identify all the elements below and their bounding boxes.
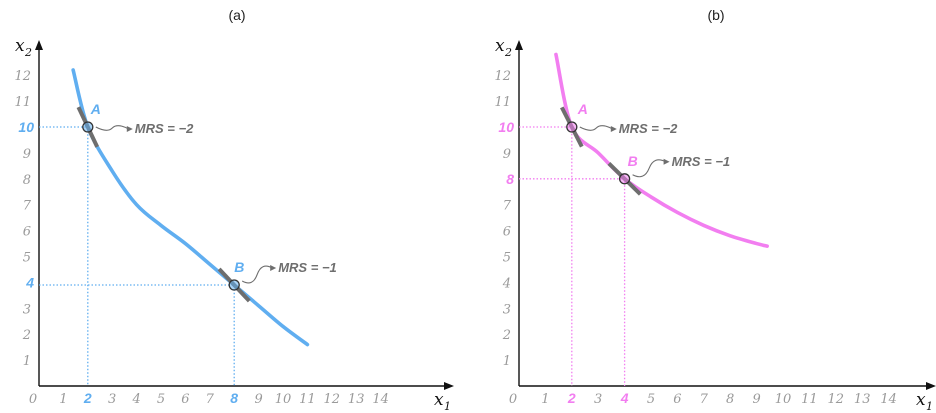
y-tick-label: 5 xyxy=(23,251,31,266)
y-axis-arrow xyxy=(35,40,43,50)
x-tick-label: 9 xyxy=(254,392,262,407)
indifference-curve xyxy=(71,68,310,347)
x-tick-label: 14 xyxy=(372,392,389,407)
y-axis-label: x xyxy=(495,36,505,56)
y-tick-label: 6 xyxy=(23,225,31,240)
x-tick-label: 11 xyxy=(299,392,316,407)
x-tick-label: 10 xyxy=(775,392,792,407)
callout-arrow-a xyxy=(579,125,614,131)
x-tick-label: 5 xyxy=(647,392,655,407)
x-tick-label: 1 xyxy=(59,392,67,407)
point-label-a: A xyxy=(577,101,588,117)
y-tick-label: 1 xyxy=(503,354,511,369)
y-tick-label: 8 xyxy=(23,173,31,188)
y-tick-label: 4 xyxy=(25,274,34,290)
point-a xyxy=(82,121,94,133)
point-b xyxy=(228,279,240,291)
x-tick-label: 14 xyxy=(880,392,897,407)
x-axis-label-sub: 1 xyxy=(926,400,933,413)
x-tick-label: 7 xyxy=(206,392,215,407)
callout-arrow-b xyxy=(632,159,666,178)
point-b xyxy=(618,173,631,185)
y-axis-label-sub: 2 xyxy=(504,46,512,59)
y-tick-label: 7 xyxy=(23,199,32,214)
x-tick-label: 11 xyxy=(801,392,818,407)
mrs-label-b: MRS = −1 xyxy=(278,260,337,275)
guide-line-a xyxy=(39,126,89,386)
callout-arrowhead xyxy=(126,126,133,132)
panel-title: (b) xyxy=(707,7,724,23)
x-tick-label: 8 xyxy=(230,390,238,406)
point-a xyxy=(566,121,578,133)
x-tick-label: 1 xyxy=(541,392,549,407)
y-tick-label: 9 xyxy=(503,147,511,162)
y-tick-label: 3 xyxy=(503,302,511,317)
x-axis-arrow xyxy=(926,382,936,390)
x-tick-label: 4 xyxy=(620,390,629,406)
x-tick-label: 7 xyxy=(700,392,709,407)
callout-arrowhead xyxy=(610,126,617,132)
x-tick-label: 0 xyxy=(509,392,517,407)
point-label-b: B xyxy=(628,153,638,169)
y-tick-label: 8 xyxy=(506,171,514,187)
y-tick-label: 4 xyxy=(502,276,511,291)
x-axis-arrow xyxy=(444,382,454,390)
y-tick-label: 11 xyxy=(494,95,511,110)
callout-arrowhead xyxy=(270,264,277,271)
x-axis-label: x xyxy=(916,390,926,410)
y-tick-label: 9 xyxy=(23,147,31,162)
panel-a: (a)x 1x 20 1 2 3 4 5 6 7 8 9 10 11 12 13 141234567891011… xyxy=(14,7,454,413)
y-tick-label: 1 xyxy=(23,354,31,369)
y-axis-label: x xyxy=(15,36,25,56)
y-tick-label: 10 xyxy=(498,119,514,135)
y-tick-label: 7 xyxy=(503,199,512,214)
callout-arrow-a xyxy=(95,125,130,131)
y-axis-arrow xyxy=(515,40,523,50)
y-tick-label: 2 xyxy=(22,328,31,343)
y-tick-label: 5 xyxy=(503,251,511,266)
x-tick-label: 12 xyxy=(828,392,845,407)
callout-arrow-b xyxy=(241,265,273,284)
x-tick-label: 0 xyxy=(29,392,37,407)
y-tick-label: 2 xyxy=(502,328,511,343)
guide-line-a xyxy=(519,126,573,386)
panel-b: (b)x 1x 20 1 2 3 4 5 6 7 8 9 10 11 12 13 141234567891011… xyxy=(494,7,936,413)
x-tick-label: 12 xyxy=(324,392,341,407)
x-tick-label: 10 xyxy=(275,392,292,407)
y-tick-label: 3 xyxy=(23,302,31,317)
x-tick-label: 6 xyxy=(181,392,189,407)
x-tick-label: 9 xyxy=(752,392,760,407)
x-axis-label: x xyxy=(434,390,444,410)
x-tick-label: 13 xyxy=(854,392,871,407)
y-tick-label: 11 xyxy=(14,95,31,110)
panel-title: (a) xyxy=(228,7,245,23)
callout-arrowhead xyxy=(663,158,670,165)
x-tick-label: 5 xyxy=(157,392,165,407)
x-tick-label: 2 xyxy=(83,390,92,406)
y-tick-label: 6 xyxy=(503,225,511,240)
mrs-label-b: MRS = −1 xyxy=(672,154,731,169)
x-tick-label: 6 xyxy=(673,392,681,407)
x-axis-label-sub: 1 xyxy=(444,400,451,413)
x-tick-label: 3 xyxy=(108,392,116,407)
y-tick-label: 12 xyxy=(494,69,511,84)
indifference-curve xyxy=(554,52,769,248)
x-tick-label: 8 xyxy=(726,392,734,407)
x-tick-label: 2 xyxy=(567,390,576,406)
point-label-a: A xyxy=(90,101,101,117)
point-label-b: B xyxy=(234,259,244,275)
mrs-label-a: MRS = −2 xyxy=(135,121,194,136)
guide-line-b xyxy=(39,284,235,386)
mrs-label-a: MRS = −2 xyxy=(619,121,678,136)
y-axis-label-sub: 2 xyxy=(24,46,32,59)
x-tick-label: 13 xyxy=(348,392,365,407)
x-tick-label: 3 xyxy=(594,392,602,407)
y-tick-label: 10 xyxy=(18,119,34,135)
y-tick-label: 12 xyxy=(14,69,31,84)
x-tick-label: 4 xyxy=(131,392,140,407)
